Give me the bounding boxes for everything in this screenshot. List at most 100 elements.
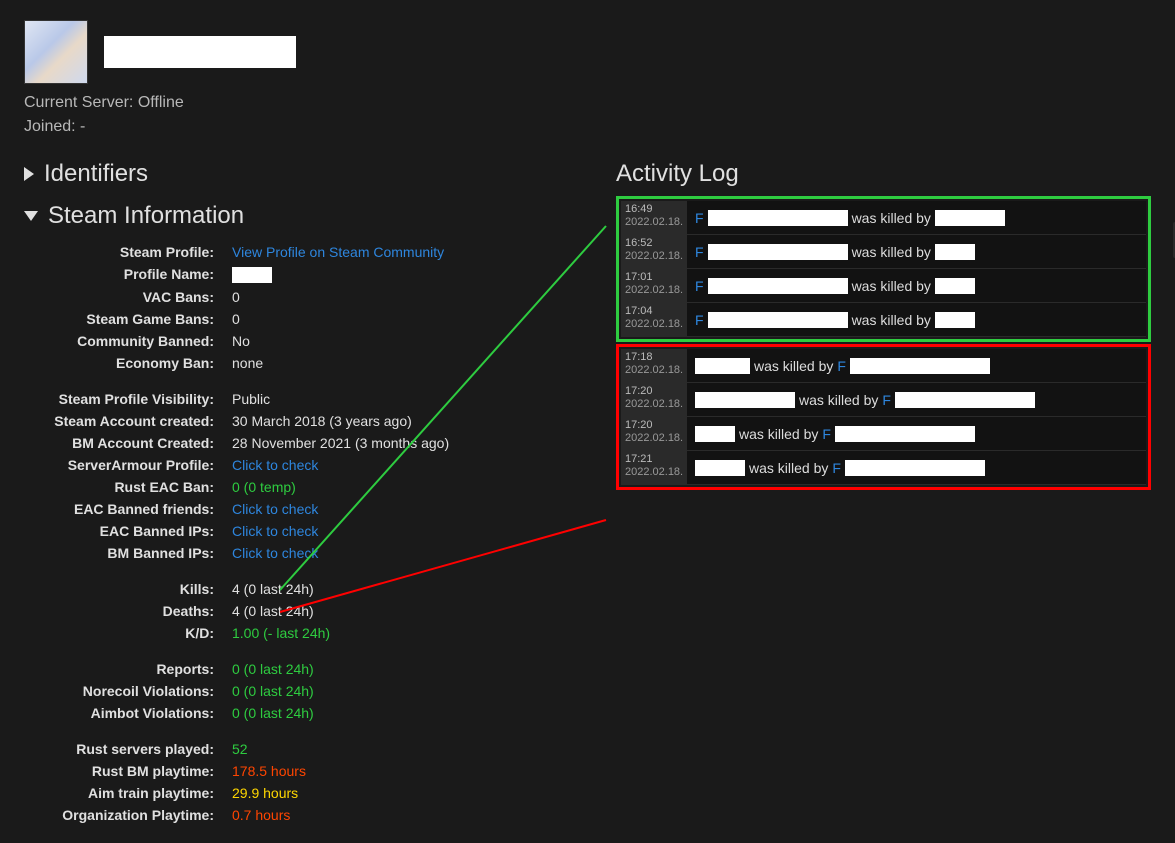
log-row[interactable]: 17:182022.02.18. was killed by F [621,349,1146,383]
log-body: was killed by F [687,354,1146,378]
log-body: Fwas killed by [687,206,1146,230]
redacted [895,392,1035,408]
joined-line: Joined: - [24,118,1151,136]
info-value: 1.00 (- last 24h) [232,625,584,641]
info-value: none [232,355,584,371]
info-value[interactable]: Click to check [232,523,584,539]
username-redacted [104,36,296,68]
info-label: Deaths: [34,603,214,619]
info-label: K/D: [34,625,214,641]
info-label: BM Account Created: [34,435,214,451]
log-row[interactable]: 17:212022.02.18. was killed by F [621,451,1146,485]
info-label: Kills: [34,581,214,597]
log-body: was killed by F [687,422,1146,446]
log-body: Fwas killed by [687,274,1146,298]
redacted [845,460,985,476]
info-value: 52 [232,741,584,757]
info-value: 0 [232,289,584,305]
redacted [695,358,750,374]
log-row[interactable]: 17:202022.02.18. was killed by F [621,383,1146,417]
info-value: 28 November 2021 (3 months ago) [232,435,584,451]
log-time: 17:012022.02.18. [621,269,687,302]
log-row[interactable]: 16:492022.02.18. Fwas killed by [621,201,1146,235]
info-label: Norecoil Violations: [34,683,214,699]
current-server-value: Offline [138,94,184,111]
redacted [935,312,975,328]
info-label: BM Banned IPs: [34,545,214,561]
deaths-log-box: 17:182022.02.18. was killed by F17:20202… [616,344,1151,490]
log-time: 17:202022.02.18. [621,417,687,450]
info-label: Reports: [34,661,214,677]
redacted [935,244,975,260]
activity-log: 16:492022.02.18. Fwas killed by16:522022… [616,196,1151,490]
joined-value: - [80,118,85,135]
info-value: 0 (0 temp) [232,479,584,495]
info-value: 4 (0 last 24h) [232,603,584,619]
redacted [850,358,990,374]
current-server-label: Current Server: [24,94,133,111]
joined-label: Joined: [24,118,76,135]
info-value: 29.9 hours [232,785,584,801]
info-value[interactable]: Click to check [232,457,584,473]
log-body: Fwas killed by [687,308,1146,332]
log-body: was killed by F [687,456,1146,480]
profile-header [24,20,1151,84]
info-value: 4 (0 last 24h) [232,581,584,597]
redacted [708,210,848,226]
info-label: Aimbot Violations: [34,705,214,721]
log-row[interactable]: 17:042022.02.18. Fwas killed by [621,303,1146,337]
info-value [232,266,584,283]
chevron-down-icon [24,211,38,221]
info-label: Steam Game Bans: [34,311,214,327]
info-label: VAC Bans: [34,289,214,305]
log-body: was killed by F [687,388,1146,412]
redacted [695,392,795,408]
steam-info-title: Steam Information [48,202,244,230]
redacted [232,267,272,283]
info-value: 178.5 hours [232,763,584,779]
log-row[interactable]: 16:522022.02.18. Fwas killed by [621,235,1146,269]
info-value: 0.7 hours [232,807,584,823]
identifiers-toggle[interactable]: Identifiers [24,160,584,188]
info-label: Organization Playtime: [34,807,214,823]
log-body: Fwas killed by [687,240,1146,264]
redacted [695,426,735,442]
info-value: 30 March 2018 (3 years ago) [232,413,584,429]
info-label: Steam Profile Visibility: [34,391,214,407]
log-time: 16:492022.02.18. [621,201,687,234]
avatar[interactable] [24,20,88,84]
log-time: 17:212022.02.18. [621,451,687,484]
log-time: 17:202022.02.18. [621,383,687,416]
info-label: EAC Banned friends: [34,501,214,517]
info-label: Rust BM playtime: [34,763,214,779]
info-label: Profile Name: [34,266,214,283]
kills-log-box: 16:492022.02.18. Fwas killed by16:522022… [616,196,1151,342]
info-label: Steam Account created: [34,413,214,429]
info-label: Economy Ban: [34,355,214,371]
steam-info-grid: Steam Profile: View Profile on Steam Comm… [34,244,584,823]
redacted [695,460,745,476]
log-row[interactable]: 17:012022.02.18. Fwas killed by [621,269,1146,303]
info-value: No [232,333,584,349]
redacted [708,278,848,294]
activity-log-title: Activity Log [616,160,1151,188]
info-value[interactable]: Click to check [232,545,584,561]
info-value: 0 (0 last 24h) [232,683,584,699]
log-time: 17:042022.02.18. [621,303,687,336]
redacted [835,426,975,442]
steam-info-toggle[interactable]: Steam Information [24,202,584,230]
log-time: 17:182022.02.18. [621,349,687,382]
log-time: 16:522022.02.18. [621,235,687,268]
info-value: 0 [232,311,584,327]
info-label: EAC Banned IPs: [34,523,214,539]
info-label: Rust servers played: [34,741,214,757]
info-value[interactable]: Click to check [232,501,584,517]
log-row[interactable]: 17:202022.02.18. was killed by F [621,417,1146,451]
info-value[interactable]: View Profile on Steam Community [232,244,584,260]
info-label: Steam Profile: [34,244,214,260]
info-label: Community Banned: [34,333,214,349]
redacted [935,210,1005,226]
info-label: ServerArmour Profile: [34,457,214,473]
info-value: 0 (0 last 24h) [232,705,584,721]
redacted [935,278,975,294]
